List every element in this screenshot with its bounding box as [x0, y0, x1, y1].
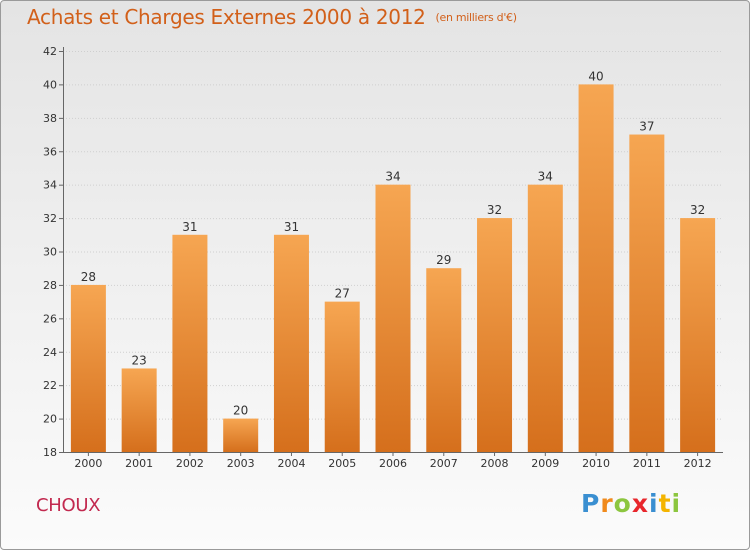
bar-value-label: 34	[385, 170, 400, 184]
bar	[629, 134, 665, 452]
bar-value-label: 27	[335, 287, 350, 301]
bar-value-label: 20	[233, 404, 248, 418]
bar-value-label: 40	[588, 69, 603, 83]
brand-letter: r	[600, 489, 614, 518]
bar	[375, 184, 411, 452]
chart-title: Achats et Charges Externes 2000 à 2012 (e…	[27, 5, 517, 29]
x-tick-label: 2005	[328, 457, 356, 470]
axes: 18 20 22 24 26 28 30 32 34 36 38 40 42 2000 2001 2002 20…	[43, 45, 723, 470]
bar	[273, 234, 309, 452]
x-tick-label: 2004	[277, 457, 305, 470]
brand-letter: t	[658, 489, 672, 518]
bars	[70, 84, 716, 453]
bar	[680, 218, 716, 452]
brand-letter: i	[649, 489, 659, 518]
place-label: CHOUX	[36, 495, 101, 516]
x-tick-label: 2001	[125, 457, 153, 470]
y-tick-label: 20	[43, 413, 57, 426]
chart-title-text: Achats et Charges Externes 2000 à 2012	[27, 5, 426, 29]
bar-value-label: 23	[132, 353, 147, 367]
y-tick-label: 24	[43, 346, 57, 359]
x-tick-label: 2010	[582, 457, 610, 470]
bar-value-label: 32	[487, 203, 502, 217]
bar	[70, 284, 106, 452]
bar	[324, 301, 360, 452]
bar-value-label: 31	[182, 220, 197, 234]
y-tick-label: 22	[43, 379, 57, 392]
bar	[223, 418, 259, 452]
x-tick-label: 2008	[481, 457, 509, 470]
bar	[426, 268, 462, 452]
bar	[477, 218, 513, 452]
y-tick-label: 28	[43, 279, 57, 292]
x-tick-label: 2006	[379, 457, 407, 470]
value-labels: 28 23 31 20 31 27 34 29 32 34 40 37 32	[81, 69, 706, 417]
y-tick-label: 30	[43, 246, 57, 259]
bar-value-label: 37	[639, 120, 654, 134]
bar-value-label: 29	[436, 253, 451, 267]
x-tick-label: 2012	[684, 457, 712, 470]
x-tick-label: 2000	[74, 457, 102, 470]
y-tick-label: 26	[43, 312, 57, 325]
y-tick-label: 18	[43, 446, 57, 459]
y-tick-label: 42	[43, 45, 57, 58]
y-tick-label: 38	[43, 112, 57, 125]
brand-letter: i	[671, 489, 682, 518]
brand-letter: o	[613, 489, 632, 518]
y-tick-label: 34	[43, 179, 57, 192]
y-tick-label: 36	[43, 145, 57, 158]
y-tick-label: 40	[43, 78, 57, 91]
bar	[578, 84, 614, 453]
brand-letter: P	[581, 489, 601, 518]
bar	[172, 234, 208, 452]
bar-value-label: 31	[284, 220, 299, 234]
brand-logo: Proxiti	[581, 489, 681, 518]
x-tick-label: 2003	[227, 457, 255, 470]
brand-letter: x	[631, 489, 649, 518]
x-tick-label: 2007	[430, 457, 458, 470]
chart-subtitle: (en milliers d'€)	[435, 11, 517, 24]
bar-value-label: 32	[690, 203, 705, 217]
x-tick-label: 2002	[176, 457, 204, 470]
x-tick-label: 2011	[633, 457, 661, 470]
y-tick-label: 32	[43, 212, 57, 225]
x-tick-label: 2009	[531, 457, 559, 470]
bar-value-label: 28	[81, 270, 96, 284]
bar	[527, 184, 563, 452]
bar-value-label: 34	[538, 170, 553, 184]
bar	[121, 368, 157, 452]
